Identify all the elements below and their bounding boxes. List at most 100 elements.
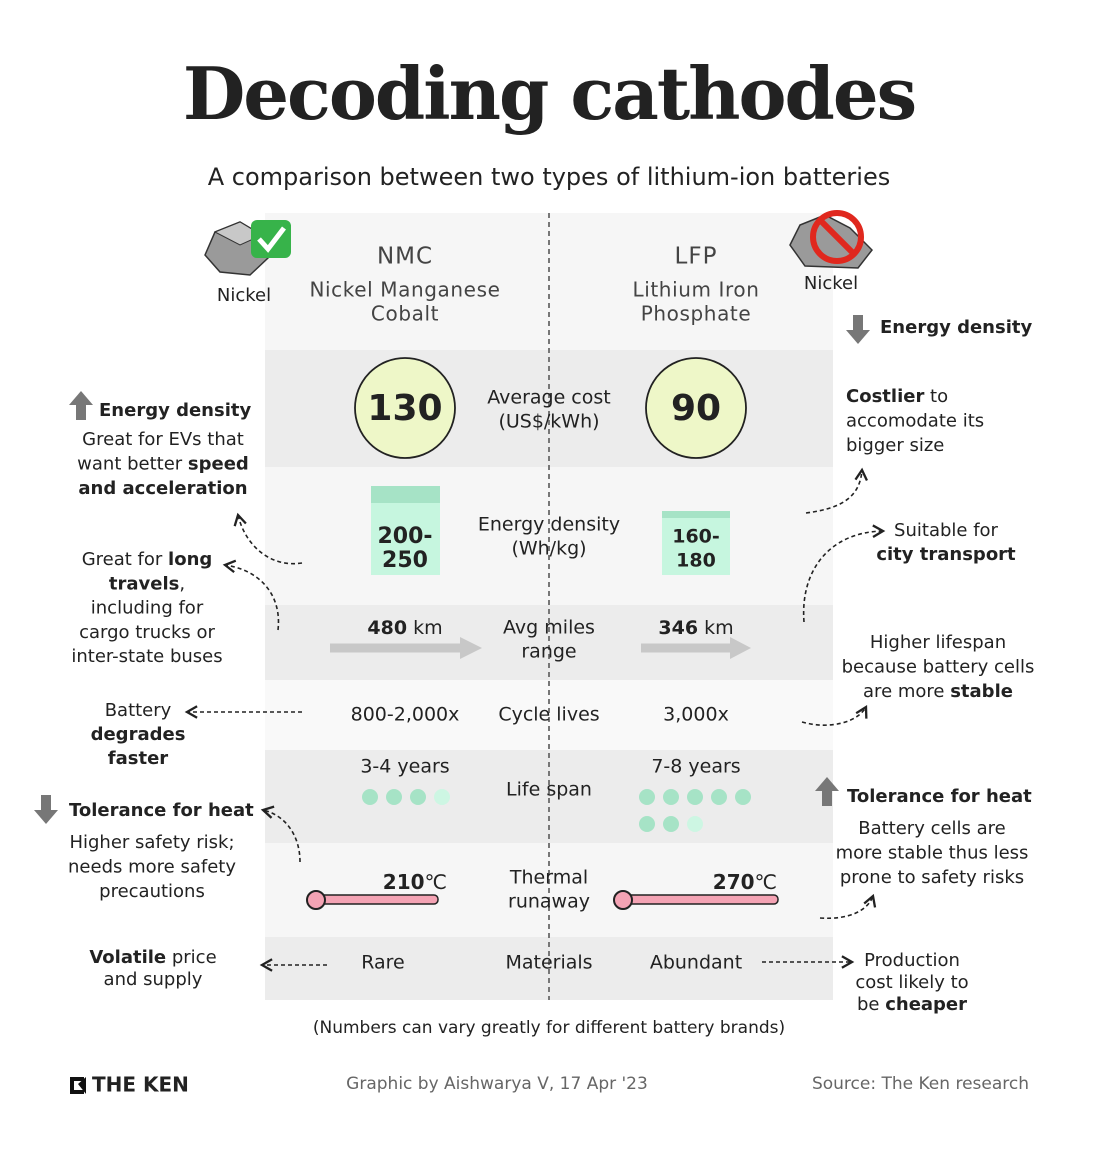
- range-value: 480 km: [367, 617, 442, 639]
- cost-circle: [645, 357, 747, 459]
- annotation-line: and supply: [104, 969, 203, 990]
- row-label: Life span: [506, 779, 592, 801]
- energy-value: 180: [676, 550, 716, 572]
- pointer: [801, 704, 868, 726]
- pointer: [819, 893, 877, 920]
- nickel-icon-good: [204, 220, 291, 276]
- row-label: Avg miles: [503, 617, 595, 639]
- annotation-line: accomodate its: [846, 411, 984, 432]
- range-value: 346 km: [658, 617, 733, 639]
- annotation-line: precautions: [99, 881, 205, 902]
- annotation-part: inter-state buses: [71, 646, 222, 667]
- annotation-line: Great for EVs that: [82, 429, 244, 450]
- up-arrow: [69, 391, 93, 420]
- annotation-line: faster: [108, 748, 169, 769]
- cost-value: 90: [671, 388, 721, 429]
- annotation-line: Costlier to: [846, 386, 948, 407]
- annotation-line: because battery cells: [842, 657, 1035, 678]
- annotation-part: cargo trucks or: [79, 622, 215, 643]
- annotation-line: bigger size: [846, 435, 944, 456]
- column-name: Nickel Manganese: [309, 278, 500, 302]
- nickel-label: Nickel: [804, 273, 858, 294]
- annotation-part: cost likely to: [855, 972, 968, 993]
- energy-block-top: [662, 511, 730, 518]
- annotation-part: including for: [91, 598, 204, 619]
- row-label: (US$/kWh): [498, 411, 599, 433]
- range-arrow-head: [730, 637, 751, 659]
- annotation-part: Higher safety risk;: [69, 832, 234, 853]
- annotation-line: travels,: [109, 573, 185, 594]
- annotation-part: be: [857, 994, 885, 1015]
- annotation-part: Great for: [82, 549, 168, 570]
- annotation-part: want better: [77, 454, 188, 475]
- thermal-value: 270℃: [713, 870, 777, 894]
- column-name: Lithium Iron: [632, 278, 759, 302]
- pointer: [805, 467, 868, 514]
- column-code: NMC: [377, 244, 433, 270]
- annotation-line: cargo trucks or: [79, 622, 215, 643]
- annotation-part: more stable thus less: [836, 843, 1029, 864]
- annotation-line: including for: [91, 598, 204, 619]
- range-value-value: 480: [367, 617, 407, 639]
- pointer: [260, 805, 301, 863]
- annotation-part: Costlier: [846, 386, 924, 407]
- range-value-unit: km: [413, 617, 443, 639]
- annotation-part: degrades: [91, 724, 186, 745]
- title: Decoding cathodes: [183, 51, 915, 136]
- thermal-value-value: 210: [383, 870, 425, 894]
- annotation-part: city transport: [876, 544, 1016, 565]
- annotation-heading: Tolerance for heat: [69, 800, 254, 821]
- annotation-part: stable: [950, 681, 1013, 702]
- annotation-part: bigger size: [846, 435, 944, 456]
- annotation-line: are more stable: [863, 681, 1013, 702]
- annotation-part: are more: [863, 681, 950, 702]
- annotation-line: Higher lifespan: [870, 632, 1006, 653]
- annotation-part: cheaper: [885, 994, 967, 1015]
- range-arrow-head: [460, 637, 482, 659]
- note: (Numbers can vary greatly for different …: [313, 1018, 785, 1038]
- range-value-value: 346: [658, 617, 698, 639]
- down-arrow: [34, 795, 58, 824]
- credit: Graphic by Aishwarya V, 17 Apr '23: [346, 1074, 648, 1094]
- annotation-part: travels: [109, 573, 179, 594]
- energy-value: 250: [382, 548, 428, 573]
- annotation-line: Higher safety risk;: [69, 832, 234, 853]
- up-arrow: [815, 777, 839, 806]
- annotation-heading: Energy density: [880, 317, 1032, 338]
- row-label: Cycle lives: [498, 704, 599, 726]
- thermal-value-unit: ℃: [755, 870, 777, 894]
- annotation-part: Production: [864, 950, 960, 971]
- column-name: Phosphate: [641, 302, 752, 326]
- annotation-line: inter-state buses: [71, 646, 222, 667]
- annotation-part: prone to safety risks: [840, 867, 1024, 888]
- row-label: Energy density: [478, 514, 620, 536]
- column-name: Cobalt: [371, 302, 439, 326]
- row-label: runaway: [508, 891, 590, 913]
- thermal-value-unit: ℃: [425, 870, 447, 894]
- annotation-line: more stable thus less: [836, 843, 1029, 864]
- lifespan-dots: [362, 789, 751, 832]
- cycle-value: 800-2,000x: [351, 704, 460, 726]
- thermal-value-value: 270: [713, 870, 755, 894]
- annotation-part: Suitable for: [894, 520, 998, 541]
- annotation-part: needs more safety: [68, 857, 236, 878]
- annotation-part: to: [924, 386, 948, 407]
- annotation-line: cost likely to: [855, 972, 968, 993]
- annotation-line: needs more safety: [68, 857, 236, 878]
- lifespan-value: 3-4 years: [360, 756, 449, 778]
- logo: THE KEN: [92, 1073, 189, 1097]
- annotation-line: be cheaper: [857, 994, 967, 1015]
- column-code: LFP: [675, 244, 718, 270]
- annotation-part: ,: [179, 573, 185, 594]
- annotation-line: city transport: [876, 544, 1016, 565]
- annotation-part: accomodate its: [846, 411, 984, 432]
- row-label: (Wh/kg): [511, 538, 586, 560]
- annotation-part: Battery: [105, 700, 172, 721]
- cost-value: 130: [367, 388, 442, 429]
- annotation-part: Higher lifespan: [870, 632, 1006, 653]
- annotation-part: faster: [108, 748, 169, 769]
- lifespan-value: 7-8 years: [651, 756, 740, 778]
- annotation-part: speed: [188, 454, 249, 475]
- pointer: [802, 524, 886, 623]
